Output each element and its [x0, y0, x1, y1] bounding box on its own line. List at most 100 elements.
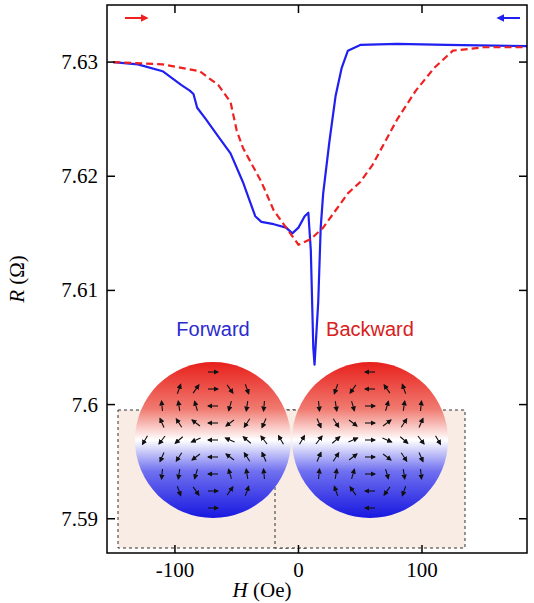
- inset-disk: [135, 362, 291, 518]
- spin-arrow: [419, 418, 423, 427]
- spin-arrow: [349, 454, 357, 460]
- spin-arrow: [386, 401, 389, 411]
- insets: [118, 362, 465, 548]
- y-tick-label: 7.6: [72, 393, 98, 417]
- spin-arrow: [229, 401, 232, 411]
- spin-arrow: [318, 469, 320, 479]
- spin-arrow: [193, 487, 199, 495]
- spin-arrow: [334, 486, 337, 495]
- spin-arrow: [402, 384, 405, 393]
- x-tick-label: 0: [293, 558, 304, 582]
- x-tick-top: [421, 5, 423, 13]
- spin-arrow: [350, 487, 356, 495]
- y-tick: [107, 176, 115, 178]
- spin-arrow: [159, 436, 165, 444]
- spin-arrow: [383, 420, 391, 426]
- spin-arrow: [365, 388, 375, 389]
- spin-arrow: [402, 486, 405, 495]
- spin-arrow: [383, 454, 391, 460]
- spin-arrow: [365, 473, 375, 474]
- x-tick-top: [298, 5, 300, 13]
- spin-arrow: [317, 452, 321, 461]
- spin-arrow: [365, 371, 375, 372]
- spin-arrow: [401, 453, 406, 461]
- spin-arrow: [208, 473, 218, 474]
- x-tick-top: [174, 5, 176, 13]
- axis-unit: (Ω): [5, 255, 29, 290]
- axis-unit: (Oe): [248, 578, 292, 602]
- spin-arrow: [382, 438, 391, 442]
- spin-arrow: [175, 437, 183, 444]
- x-axis-title: H (Oe): [232, 578, 292, 602]
- spin-arrow: [352, 401, 355, 411]
- spin-arrow: [191, 438, 200, 442]
- y-tick-right: [519, 290, 527, 292]
- spin-arrow: [176, 453, 181, 461]
- spin-arrow: [348, 438, 357, 442]
- x-tick: [174, 545, 176, 553]
- spin-arrow: [318, 401, 320, 411]
- spin-arrow: [420, 469, 422, 479]
- spin-arrow: [403, 469, 404, 479]
- spin-arrow: [365, 439, 375, 440]
- spin-arrow: [160, 418, 164, 427]
- spin-arrow: [227, 385, 233, 393]
- spin-arrow: [161, 401, 163, 411]
- y-tick-right: [519, 518, 527, 520]
- spin-arrow: [263, 401, 265, 411]
- spin-arrow: [436, 436, 441, 445]
- spin-arrow: [208, 388, 218, 389]
- y-tick: [107, 518, 115, 520]
- spin-arrow: [245, 384, 248, 393]
- y-tick-label: 7.61: [61, 278, 98, 302]
- spin-arrow: [418, 436, 424, 444]
- series-group: [113, 44, 527, 365]
- spin-arrow: [300, 436, 305, 445]
- inset-label: Forward: [176, 318, 249, 340]
- y-tick-label: 7.59: [61, 507, 98, 531]
- spin-arrow: [333, 419, 338, 427]
- spin-arrow: [208, 507, 218, 508]
- spin-arrow: [192, 420, 200, 426]
- spin-arrow: [333, 453, 338, 461]
- y-tick-right: [519, 61, 527, 63]
- y-tick-label: 7.62: [61, 164, 98, 188]
- spin-arrow: [262, 452, 266, 461]
- spin-arrow: [245, 486, 248, 495]
- spin-arrow: [365, 507, 375, 508]
- spin-arrow: [208, 371, 218, 372]
- spin-arrow: [244, 419, 249, 427]
- y-tick-label: 7.63: [61, 50, 98, 74]
- spin-arrow: [143, 436, 148, 445]
- spin-arrow: [178, 401, 179, 411]
- spin-arrow: [384, 487, 390, 495]
- x-tick-label: 100: [406, 558, 438, 582]
- spin-arrow: [365, 405, 375, 406]
- spin-arrow: [419, 452, 423, 461]
- spin-arrow: [335, 469, 336, 479]
- sweep-arrows: [125, 18, 520, 19]
- spin-arrow: [420, 401, 422, 411]
- spin-arrow: [262, 418, 266, 427]
- spin-arrow: [160, 452, 164, 461]
- spin-arrow: [225, 438, 234, 442]
- spin-arrow: [352, 469, 355, 479]
- spin-arrow: [208, 439, 218, 440]
- y-tick-right: [519, 176, 527, 178]
- spin-arrow: [177, 486, 180, 495]
- spin-arrow: [365, 490, 375, 491]
- spin-arrow: [401, 419, 406, 427]
- spin-arrow: [208, 405, 218, 406]
- spin-arrow: [226, 454, 234, 460]
- sweep-arrow: [498, 17, 520, 19]
- sweep-arrow: [125, 17, 147, 19]
- spin-arrow: [195, 469, 198, 479]
- spin-arrow: [229, 469, 232, 479]
- inset-label: Backward: [326, 318, 414, 340]
- spin-arrow: [226, 420, 234, 426]
- spin-arrow: [332, 437, 340, 444]
- spin-arrow: [192, 454, 200, 460]
- spin-arrow: [208, 456, 218, 457]
- y-tick: [107, 404, 115, 406]
- spin-arrow: [334, 384, 337, 393]
